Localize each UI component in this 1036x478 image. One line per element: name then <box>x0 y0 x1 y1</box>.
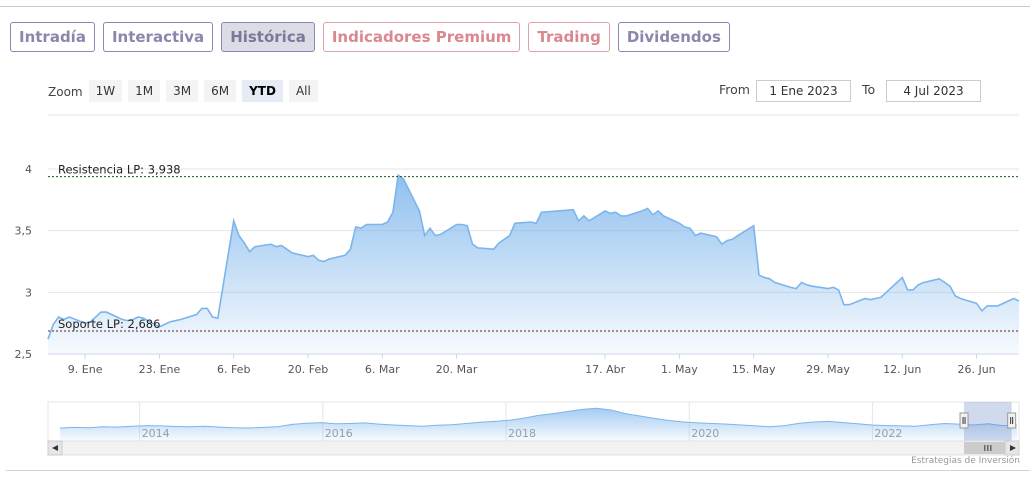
support-label: Soporte LP: 2,686 <box>58 317 160 331</box>
x-tick-label: 20. Mar <box>436 363 478 376</box>
tab-intradia[interactable]: Intradía <box>10 22 95 52</box>
tab-trading[interactable]: Trading <box>528 22 610 52</box>
x-tick-label: 26. Jun <box>957 363 995 376</box>
y-tick-label: 2,5 <box>15 348 33 361</box>
bottom-border <box>6 470 1030 471</box>
zoom-selector: Zoom 1W 1M 3M 6M YTD All <box>48 80 324 102</box>
tab-historica[interactable]: Histórica <box>221 22 315 52</box>
tab-interactiva[interactable]: Interactiva <box>102 22 214 52</box>
x-tick-label: 15. May <box>732 363 776 376</box>
chevron-left-icon <box>52 445 58 451</box>
zoom-1w-button[interactable]: 1W <box>88 80 123 102</box>
y-tick-label: 3 <box>25 286 32 299</box>
zoom-1m-button[interactable]: 1M <box>128 80 161 102</box>
scrollbar-track[interactable] <box>47 440 1020 456</box>
x-tick-label: 23. Ene <box>139 363 181 376</box>
navigator-handle-right[interactable] <box>1007 412 1017 429</box>
tab-dividendos[interactable]: Dividendos <box>617 22 730 52</box>
navigator-area <box>60 408 1017 441</box>
x-tick-label: 9. Ene <box>68 363 103 376</box>
zoom-6m-button[interactable]: 6M <box>204 80 237 102</box>
credit-label: Estrategias de Inversión <box>911 456 1020 466</box>
to-date-input[interactable]: 4 Jul 2023 <box>886 80 981 102</box>
top-border <box>0 6 1030 7</box>
zoom-label: Zoom <box>48 85 83 99</box>
x-tick-label: 17. Abr <box>585 363 625 376</box>
navigator-selection <box>964 402 1012 441</box>
x-tick-label: 12. Jun <box>883 363 921 376</box>
resistance-label: Resistencia LP: 3,938 <box>58 163 181 177</box>
zoom-all-button[interactable]: All <box>288 80 318 102</box>
navigator-line <box>59 407 1018 429</box>
y-tick-label: 4 <box>25 163 32 176</box>
x-tick-label: 6. Feb <box>217 363 250 376</box>
price-line <box>47 173 1020 340</box>
price-area <box>48 175 1019 354</box>
tab-indicadores-premium[interactable]: Indicadores Premium <box>322 22 521 52</box>
x-tick-label: 29. May <box>806 363 850 376</box>
tab-bar: Intradía Interactiva Histórica Indicador… <box>10 22 730 52</box>
from-date-input[interactable]: 1 Ene 2023 <box>756 80 851 102</box>
navigator-handle-left[interactable] <box>959 412 969 429</box>
x-tick-label: 1. May <box>661 363 698 376</box>
chevron-right-icon <box>1010 445 1016 451</box>
x-tick-label: 20. Feb <box>288 363 328 376</box>
y-tick-label: 3,5 <box>15 225 33 238</box>
zoom-3m-button[interactable]: 3M <box>166 80 199 102</box>
from-label: From <box>719 82 750 97</box>
x-tick-label: 6. Mar <box>365 363 400 376</box>
zoom-ytd-button[interactable]: YTD <box>242 80 283 102</box>
to-label: To <box>862 82 876 97</box>
